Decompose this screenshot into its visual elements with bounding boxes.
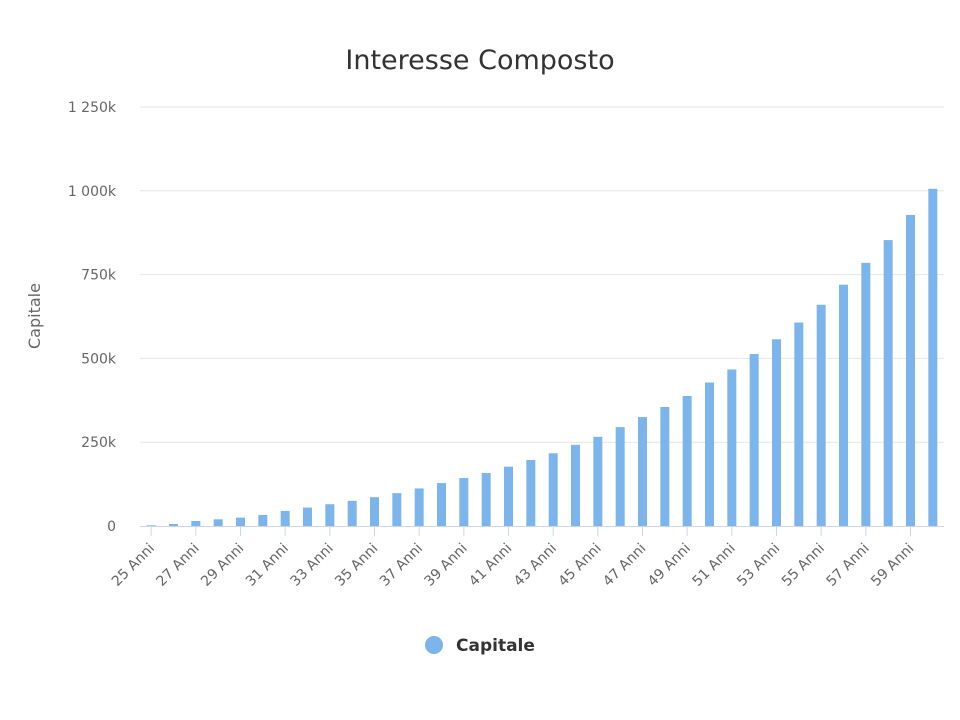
x-tick-label: 55 Anni bbox=[779, 541, 828, 590]
bar[interactable] bbox=[816, 304, 826, 526]
x-tick-label: 51 Anni bbox=[690, 541, 739, 590]
y-tick-label: 0 bbox=[107, 519, 116, 535]
bar[interactable] bbox=[794, 322, 804, 526]
bar[interactable] bbox=[928, 188, 938, 527]
bar[interactable] bbox=[146, 525, 156, 526]
bar[interactable] bbox=[347, 500, 357, 526]
bar[interactable] bbox=[481, 473, 491, 526]
y-axis-title: Capitale bbox=[25, 283, 44, 349]
bar[interactable] bbox=[213, 519, 223, 526]
bar[interactable] bbox=[325, 504, 335, 526]
y-tick-label: 1 000k bbox=[68, 184, 117, 200]
x-tick-label: 57 Anni bbox=[824, 541, 873, 590]
y-tick-label: 500k bbox=[81, 351, 117, 367]
x-tick-label: 25 Anni bbox=[109, 541, 158, 590]
bar[interactable] bbox=[414, 488, 424, 526]
bar[interactable] bbox=[437, 483, 446, 526]
x-tick-label: 35 Anni bbox=[332, 541, 381, 590]
x-tick-label: 31 Anni bbox=[243, 541, 292, 590]
bar[interactable] bbox=[682, 395, 692, 526]
bar[interactable] bbox=[303, 507, 312, 526]
x-tick-label: 29 Anni bbox=[198, 541, 247, 590]
bar[interactable] bbox=[727, 369, 737, 526]
y-axis-tick-labels: 0 250k 500k 750k 1 000k 1 250k bbox=[68, 100, 117, 535]
bar[interactable] bbox=[705, 382, 714, 526]
bar[interactable] bbox=[548, 453, 558, 526]
bar[interactable] bbox=[749, 354, 759, 526]
bar[interactable] bbox=[280, 510, 290, 526]
bar[interactable] bbox=[258, 514, 268, 526]
bar[interactable] bbox=[236, 517, 245, 526]
bar[interactable] bbox=[861, 262, 871, 526]
x-tick-label: 43 Anni bbox=[511, 541, 560, 590]
bar[interactable] bbox=[906, 214, 915, 526]
x-tick-label: 59 Anni bbox=[868, 541, 917, 590]
y-tick-label: 250k bbox=[81, 435, 117, 451]
bar[interactable] bbox=[660, 407, 670, 526]
bar[interactable] bbox=[526, 459, 536, 526]
bar[interactable] bbox=[615, 427, 625, 526]
x-tick-label: 33 Anni bbox=[288, 541, 337, 590]
x-tick-label: 53 Anni bbox=[734, 541, 783, 590]
bar-series-capitale[interactable] bbox=[146, 188, 938, 527]
legend-marker-capitale[interactable] bbox=[425, 636, 443, 654]
legend-label-capitale[interactable]: Capitale bbox=[456, 636, 535, 656]
bar[interactable] bbox=[571, 444, 580, 526]
bar[interactable] bbox=[169, 523, 178, 526]
x-tick-label: 41 Anni bbox=[466, 541, 515, 590]
bar[interactable] bbox=[772, 339, 781, 526]
x-tick-label: 27 Anni bbox=[154, 541, 203, 590]
x-tick-label: 49 Anni bbox=[645, 541, 694, 590]
bar[interactable] bbox=[638, 417, 647, 526]
bar[interactable] bbox=[459, 478, 469, 526]
chart-title: Interesse Composto bbox=[345, 45, 614, 76]
x-tick-label: 45 Anni bbox=[556, 541, 605, 590]
y-tick-label: 750k bbox=[81, 268, 117, 284]
legend[interactable]: Capitale bbox=[425, 636, 535, 656]
bar[interactable] bbox=[593, 436, 603, 526]
grid-lines bbox=[140, 106, 944, 443]
bar[interactable] bbox=[504, 466, 513, 526]
bar[interactable] bbox=[883, 240, 893, 526]
y-tick-label: 1 250k bbox=[68, 100, 117, 116]
bar[interactable] bbox=[839, 284, 848, 526]
bar[interactable] bbox=[392, 493, 402, 526]
bar[interactable] bbox=[191, 520, 201, 526]
x-tick-label: 39 Anni bbox=[422, 541, 471, 590]
x-tick-label: 47 Anni bbox=[600, 541, 649, 590]
x-tick-label: 37 Anni bbox=[377, 541, 426, 590]
bar[interactable] bbox=[370, 497, 379, 526]
